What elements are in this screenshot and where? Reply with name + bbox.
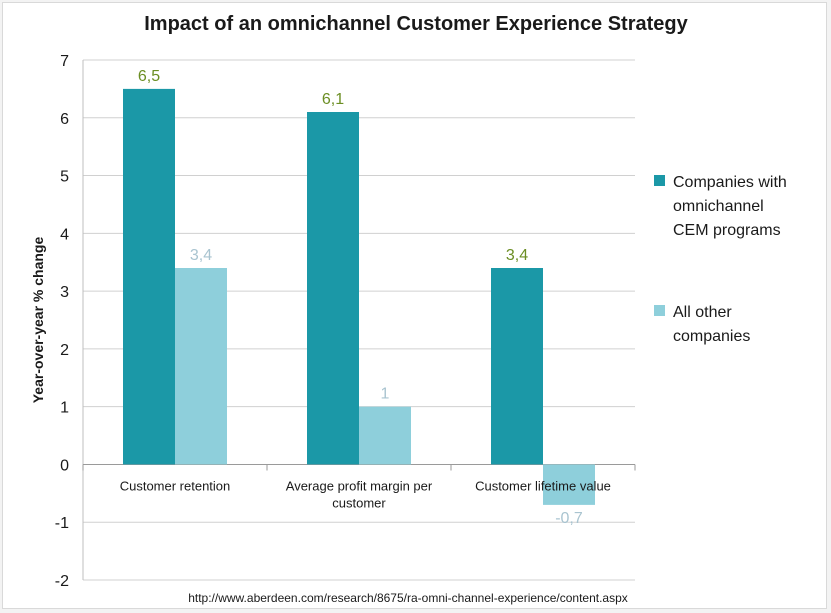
y-tick-label: 0 [60,457,69,474]
bars: 6,5 6,1 3,4 3,4 1 -0,7 [123,68,595,527]
category-label: Customer retention [120,478,231,493]
data-label: -0,7 [555,510,583,527]
source-url: http://www.aberdeen.com/research/8675/ra… [188,591,628,605]
category-label: customer [332,495,386,510]
y-tick-label: 2 [60,342,69,359]
y-tick-label: 3 [60,284,69,301]
category-labels: Customer retention Average profit margin … [120,478,611,510]
category-label: Average profit margin per [286,478,433,493]
bar [307,112,359,465]
y-tick-label: 6 [60,111,69,128]
chart-title: Impact of an omnichannel Customer Experi… [144,13,688,35]
data-label: 6,5 [138,68,160,85]
bar [175,268,227,465]
bar [123,88,175,465]
bar [543,464,595,505]
y-tick-label: 1 [60,400,69,417]
data-label: 6,1 [322,91,344,108]
legend-label: companies [673,328,750,345]
y-tick-label: 5 [60,169,69,186]
bar [491,268,543,465]
data-label: 3,4 [190,247,212,264]
legend-label: omnichannel [673,198,764,215]
bar [359,406,411,465]
y-tick-label: 7 [60,53,69,70]
y-tick-label: 4 [60,226,69,243]
legend-label: All other [673,304,732,321]
y-axis-ticks: 7 6 5 4 3 2 1 0 -1 -2 [55,53,69,590]
legend-swatch [654,305,665,316]
legend: Companies with omnichannel CEM programs All… [654,174,787,345]
y-tick-label: -1 [55,515,69,532]
data-label: 3,4 [506,247,528,264]
data-label: 1 [381,386,390,403]
legend-label: CEM programs [673,222,781,239]
legend-swatch [654,175,665,186]
legend-label: Companies with [673,174,787,191]
y-axis-label: Year-over-year % change [30,237,46,404]
bar-chart: Impact of an omnichannel Customer Experi… [30,13,787,605]
category-label: Customer lifetime value [475,478,611,493]
y-tick-label: -2 [55,573,69,590]
